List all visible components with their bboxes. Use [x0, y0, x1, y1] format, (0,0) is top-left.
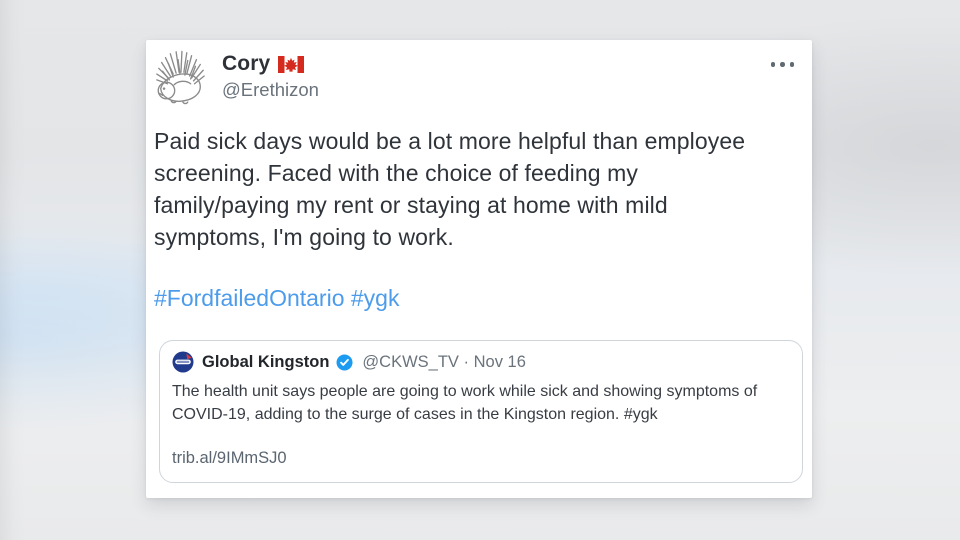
more-icon[interactable]: [765, 48, 801, 73]
tweet-card: Cory @Erethizon Paid sick days wou: [146, 40, 812, 498]
porcupine-avatar-icon: [156, 50, 205, 105]
quoted-tweet-link[interactable]: trib.al/9IMmSJ0: [172, 449, 287, 467]
quoted-tweet-header: Global Kingston @CKWS_TV · Nov 16: [172, 351, 790, 373]
quoted-tweet-card[interactable]: Global Kingston @CKWS_TV · Nov 16 The he…: [159, 340, 803, 483]
global-news-logo-icon: [172, 351, 194, 373]
avatar[interactable]: [151, 48, 209, 106]
author-name[interactable]: Cory: [222, 52, 271, 75]
tweet-header: Cory @Erethizon: [151, 48, 800, 106]
canada-flag-icon: [278, 55, 305, 73]
author-handle[interactable]: @Erethizon: [222, 79, 319, 100]
author-identity: Cory @Erethizon: [222, 48, 319, 101]
tweet-text: Paid sick days would be a lot more helpf…: [154, 128, 746, 250]
quoted-author-name[interactable]: Global Kingston: [202, 352, 330, 371]
tweet-hashtag-links[interactable]: #FordfailedOntario #ygk: [154, 285, 400, 311]
quoted-tweet-text: The health unit says people are going to…: [172, 383, 758, 423]
quoted-author-meta: @CKWS_TV · Nov 16: [362, 352, 526, 371]
verified-badge-icon: [336, 354, 353, 371]
